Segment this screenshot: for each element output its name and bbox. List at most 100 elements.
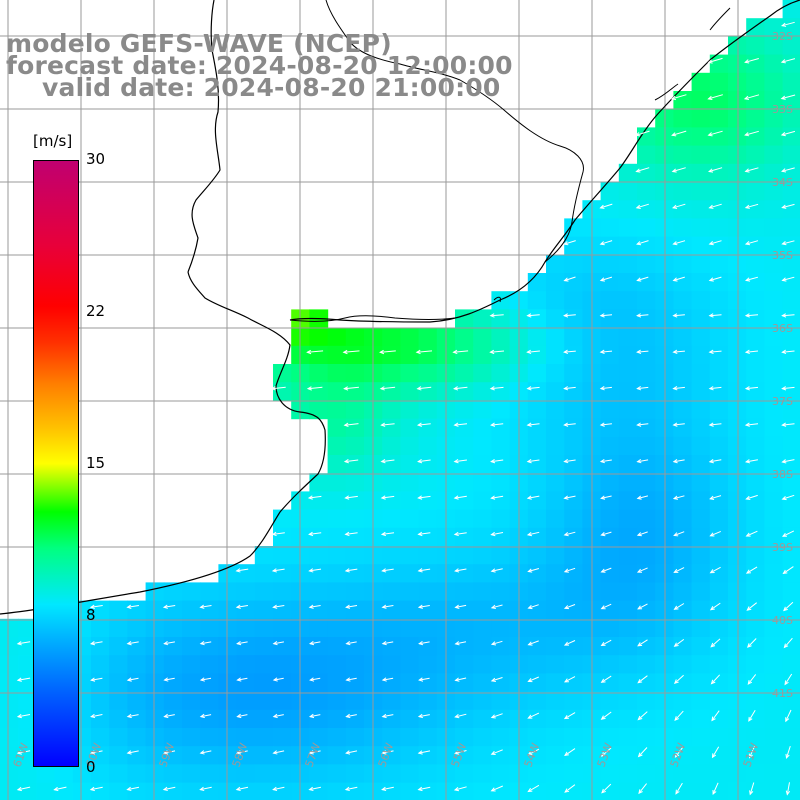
wind-arrow — [163, 677, 175, 682]
wind-arrow — [744, 240, 759, 246]
wind-arrow — [708, 459, 722, 464]
wind-arrow — [416, 422, 431, 427]
wind-arrow — [344, 495, 358, 500]
wind-arrow — [672, 495, 685, 500]
wind-arrow — [199, 677, 212, 682]
wind-arrow — [343, 422, 359, 427]
wind-arrow — [712, 782, 719, 796]
wind-arrow — [599, 276, 613, 282]
wind-arrow — [708, 422, 722, 427]
wind-arrow — [563, 386, 576, 391]
wind-arrow — [672, 313, 685, 318]
wind-arrow — [599, 458, 612, 464]
wind-arrow — [780, 21, 795, 27]
wind-arrow — [707, 94, 723, 101]
wind-arrow — [744, 203, 759, 209]
wind-arrow — [780, 58, 796, 64]
wind-arrow — [711, 746, 720, 759]
wind-arrow — [748, 746, 755, 759]
wind-arrow — [599, 386, 612, 391]
wind-arrow — [16, 786, 31, 792]
wind-arrow — [782, 566, 794, 575]
wind-arrow — [672, 422, 685, 427]
wind-arrow — [379, 386, 396, 391]
wind-arrow — [600, 603, 612, 610]
wind-arrow — [708, 276, 722, 282]
wind-arrow — [600, 531, 612, 537]
latitude-label: 39S — [772, 541, 793, 554]
wind-arrow — [780, 94, 796, 100]
wind-arrow — [527, 640, 539, 646]
wind-arrow — [199, 750, 212, 755]
wind-arrow — [490, 749, 503, 755]
wind-arrow — [599, 422, 612, 427]
wind-arrow — [453, 786, 467, 792]
wind-arrow — [381, 713, 394, 719]
wind-arrow — [781, 349, 795, 355]
model-title: modelo GEFS-WAVE (NCEP) — [6, 29, 392, 58]
wind-arrow — [636, 567, 648, 573]
wind-arrow — [526, 495, 540, 500]
wind-arrow — [344, 568, 358, 573]
wind-arrow — [744, 58, 759, 64]
latitude-label: 41S — [772, 687, 793, 700]
wind-arrow — [163, 713, 175, 719]
wind-arrow — [637, 747, 648, 758]
wind-arrow — [272, 604, 285, 609]
wind-arrow — [380, 422, 395, 427]
wind-arrow — [785, 745, 791, 759]
wind-arrow — [270, 386, 286, 391]
wind-arrow — [636, 531, 648, 537]
wind-arrow — [16, 750, 31, 755]
wind-arrow — [89, 604, 103, 609]
wind-arrow — [747, 674, 757, 685]
wind-arrow — [600, 639, 612, 646]
wind-arrow — [453, 422, 468, 427]
wind-arrow — [781, 494, 795, 501]
wind-arrow — [126, 786, 140, 792]
wind-arrow — [636, 349, 649, 354]
colorbar-tick: 8 — [86, 606, 96, 624]
wind-arrow — [417, 495, 431, 500]
wind-arrow — [89, 750, 103, 755]
wind-arrow — [526, 531, 540, 537]
wind-arrow — [744, 167, 759, 173]
wind-arrow — [272, 713, 284, 719]
latitude-label: 40S — [772, 614, 793, 627]
wind-arrow — [636, 458, 649, 464]
wind-arrow — [527, 676, 539, 683]
wind-arrow — [16, 677, 31, 682]
wind-arrow — [673, 567, 685, 573]
colorbar-tick: 22 — [86, 302, 106, 320]
wind-arrow — [381, 677, 394, 682]
colorbar-gradient — [33, 160, 79, 767]
wind-arrow — [90, 713, 103, 719]
wind-arrow — [635, 130, 650, 137]
wind-arrow — [600, 747, 612, 757]
wind-arrow — [417, 786, 431, 792]
wind-arrow — [379, 349, 396, 355]
wind-arrow — [271, 568, 285, 573]
wind-arrow — [343, 386, 359, 391]
wind-arrow — [272, 750, 285, 755]
wind-arrow — [162, 604, 176, 609]
wind-arrow — [599, 313, 613, 318]
wind-arrow — [600, 495, 612, 500]
wind-arrow — [637, 711, 648, 721]
wind-arrow — [309, 677, 321, 682]
forecast-date: forecast date: 2024-08-20 12:00:00 — [6, 51, 513, 80]
wind-arrow — [126, 641, 139, 646]
wind-arrow — [563, 240, 576, 246]
wind-arrow — [489, 349, 505, 355]
wind-arrow — [453, 458, 467, 464]
wind-arrow — [381, 750, 394, 755]
wind-arrow — [306, 386, 323, 391]
wind-arrow — [380, 458, 395, 464]
wind-arrow — [452, 349, 469, 355]
wind-arrow — [308, 750, 321, 755]
wind-arrow — [670, 94, 687, 101]
wind-arrow — [744, 313, 759, 318]
wind-arrow — [636, 313, 649, 318]
wind-arrow — [526, 313, 540, 318]
